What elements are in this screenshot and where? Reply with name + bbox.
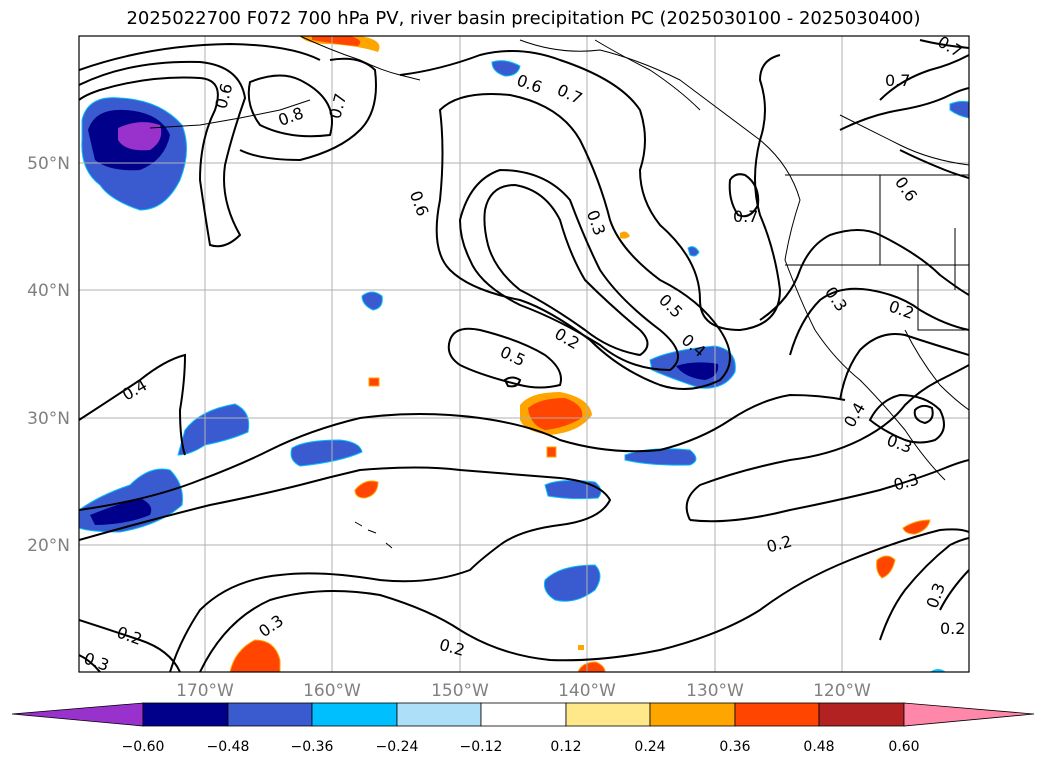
- contour-label: 0.3: [891, 470, 921, 495]
- contour-label: 0.3: [922, 580, 949, 610]
- colorbar-segment: [311, 702, 398, 727]
- contour-label: 0.7: [885, 71, 910, 90]
- longitude-labels: 170°W 160°W 150°W 140°W 130°W 120°W: [176, 681, 871, 701]
- contour-label: 0.7: [733, 207, 758, 226]
- map-frame: [78, 35, 970, 673]
- contour-label: 0.8: [276, 103, 306, 130]
- contour-label: 0.2: [886, 296, 916, 323]
- colorbar-tick-label: 0.48: [803, 739, 834, 755]
- colorbar-segment: [227, 702, 313, 727]
- colorbar-segment: [142, 702, 229, 727]
- lat-label-20n: 20°N: [27, 536, 70, 556]
- colorbar-segment: [565, 702, 651, 727]
- colorbar-tick-label: 0.60: [888, 739, 919, 755]
- lat-label-40n: 40°N: [27, 281, 70, 301]
- lon-label-170w: 170°W: [176, 681, 234, 701]
- colorbar-tick-label: 0.24: [634, 739, 665, 755]
- colorbar-segment: [11, 702, 144, 727]
- lon-label-130w: 130°W: [686, 681, 744, 701]
- lat-label-30n: 30°N: [27, 409, 70, 429]
- contour-label: 0.3: [884, 430, 914, 457]
- map-title: 2025022700 F072 700 hPa PV, river basin …: [126, 8, 921, 29]
- latitude-labels: 50°N 40°N 30°N 20°N: [27, 154, 70, 556]
- colorbar-ticks: −0.60 −0.48 −0.36 −0.24 −0.12 0.12 0.24 …: [122, 739, 920, 755]
- precip-shading: [79, 36, 969, 672]
- colorbar-tick-label: −0.48: [207, 739, 250, 755]
- contour-label: 0.3: [255, 611, 287, 641]
- colorbar: [11, 702, 1035, 727]
- contour-label: 0.4: [119, 375, 151, 404]
- contour-label: 0.3: [821, 283, 851, 315]
- gridlines: [79, 36, 969, 672]
- colorbar-tick-label: −0.60: [122, 739, 165, 755]
- pv-contours: [79, 39, 969, 672]
- colorbar-segment: [903, 702, 1035, 727]
- colorbar-segment: [480, 702, 567, 727]
- contour-label: 0.2: [940, 619, 965, 638]
- colorbar-segment: [734, 702, 820, 727]
- contour-label: 0.2: [551, 324, 583, 353]
- contour-label: 0.2: [764, 532, 794, 557]
- contour-label: 0.3: [81, 648, 111, 675]
- contour-label: 0.6: [514, 70, 544, 97]
- contour-label: 0.4: [840, 399, 869, 431]
- coastlines: [149, 36, 969, 549]
- colorbar-tick-label: 0.36: [719, 739, 750, 755]
- contour-label: 0.7: [554, 80, 585, 108]
- contour-label: 0.2: [437, 635, 467, 660]
- lon-label-160w: 160°W: [303, 681, 361, 701]
- colorbar-tick-label: −0.24: [376, 739, 419, 755]
- colorbar-tick-label: 0.12: [550, 739, 581, 755]
- lat-label-50n: 50°N: [27, 154, 70, 174]
- colorbar-segment: [818, 702, 905, 727]
- colorbar-tick-label: −0.12: [460, 739, 503, 755]
- colorbar-segment: [396, 702, 482, 727]
- lon-label-140w: 140°W: [558, 681, 616, 701]
- contour-label: 0.6: [406, 188, 433, 218]
- contour-label: 0.7: [325, 91, 350, 121]
- contour-label: 0.5: [497, 342, 528, 370]
- contour-label: 0.2: [114, 622, 144, 649]
- contour-label: 0.6: [891, 173, 921, 205]
- lon-label-150w: 150°W: [431, 681, 489, 701]
- colorbar-segment: [649, 702, 736, 727]
- lon-label-120w: 120°W: [813, 681, 871, 701]
- contour-label: 0.5: [655, 290, 686, 321]
- colorbar-tick-label: −0.36: [291, 739, 334, 755]
